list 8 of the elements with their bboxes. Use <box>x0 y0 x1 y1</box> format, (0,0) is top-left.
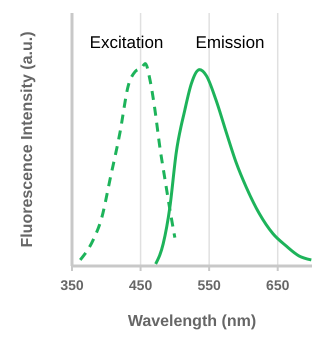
y-axis-title: Fluorescence Intensity (a.u.) <box>19 31 36 248</box>
x-axis-title: Wavelength (nm) <box>128 313 256 330</box>
x-tick-label: 450 <box>128 277 152 293</box>
series-label: Emission <box>196 33 265 52</box>
x-tick-label: 650 <box>266 277 290 293</box>
x-tick-label: 350 <box>60 277 84 293</box>
x-tick-label: 550 <box>197 277 222 293</box>
series-label: Excitation <box>90 33 164 52</box>
